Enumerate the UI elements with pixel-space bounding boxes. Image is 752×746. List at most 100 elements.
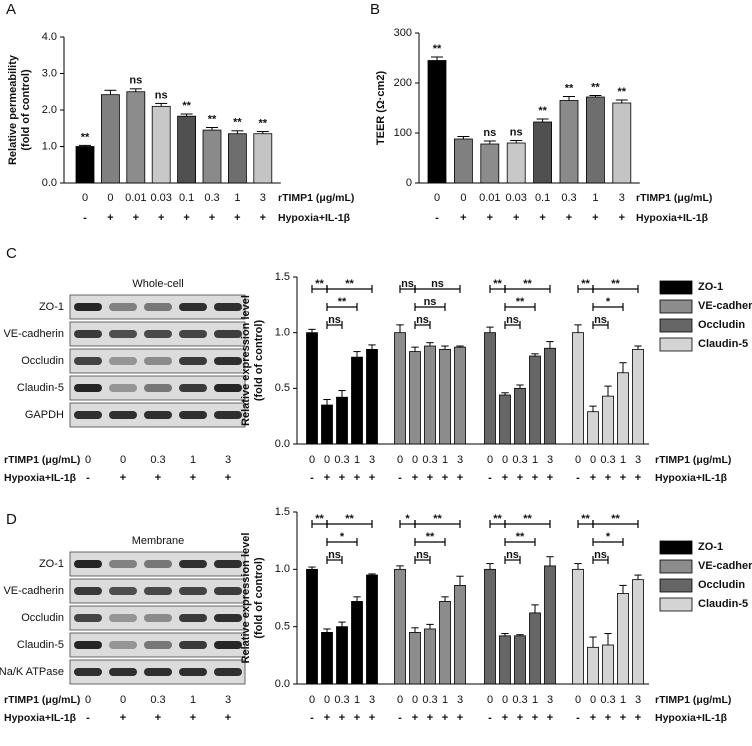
blot-band <box>74 330 102 338</box>
legend-swatch <box>659 540 693 555</box>
blot-band <box>179 614 207 622</box>
condition-mark: + <box>460 212 466 224</box>
condition-mark: - <box>488 472 492 484</box>
lane-condition: + <box>120 712 126 724</box>
bar <box>632 348 644 445</box>
bar <box>321 632 333 685</box>
significance: ** <box>182 100 191 112</box>
x-tick-label: 1 <box>532 694 538 706</box>
lane-dose: 0 <box>85 454 91 466</box>
significance: ** <box>538 105 547 117</box>
x-tick-label: 1 <box>620 694 626 706</box>
condition-label: Hypoxia+IL-1β <box>4 472 77 484</box>
y-tick-label: 0.0 <box>275 678 290 690</box>
blot-band <box>179 411 207 419</box>
condition-mark: + <box>324 712 330 724</box>
significance: ** <box>516 296 525 308</box>
y-axis-label: (fold of control) <box>20 69 32 151</box>
y-axis-label: Relative expression level <box>240 295 252 426</box>
significance: ** <box>591 81 600 93</box>
condition-mark: + <box>209 212 215 224</box>
blot-band <box>109 357 137 365</box>
significance: * <box>606 531 611 543</box>
condition-mark: + <box>412 472 418 484</box>
x-tick-label: 0.3 <box>422 454 437 466</box>
blot-band <box>214 303 242 311</box>
condition-mark: + <box>487 212 493 224</box>
y-axis-label: (fold of control) <box>253 320 265 402</box>
bar <box>544 347 556 445</box>
legend-swatch <box>659 299 693 314</box>
blot-title: Whole-cell <box>132 278 183 290</box>
x-tick-label: 3 <box>369 694 375 706</box>
significance: ** <box>493 278 502 290</box>
bar <box>366 574 378 685</box>
condition-mark: + <box>183 212 189 224</box>
significance: * <box>405 513 410 525</box>
y-tick-label: 100 <box>394 127 412 139</box>
significance: ** <box>345 278 354 290</box>
condition-mark: + <box>158 212 164 224</box>
x-tick-label: 3 <box>619 192 625 204</box>
y-tick-label: 1.0 <box>275 563 290 575</box>
panel-label: D <box>6 511 17 528</box>
treatment-label: rTIMP1 (μg/mL) <box>278 192 354 204</box>
blot-band <box>109 614 137 622</box>
blot-band <box>74 641 102 649</box>
x-tick-label: 0 <box>590 454 596 466</box>
protein-label: VE-cadherin <box>3 328 64 340</box>
x-tick-label: 0 <box>397 694 403 706</box>
significance: ** <box>565 82 574 94</box>
significance: ** <box>581 513 590 525</box>
significance: ** <box>618 86 627 98</box>
blot-band <box>109 560 137 568</box>
legend-label: Claudin-5 <box>698 598 748 610</box>
lane-condition: + <box>155 712 161 724</box>
y-tick-label: 4.0 <box>42 31 57 43</box>
significance: ** <box>611 513 620 525</box>
condition-mark: + <box>502 712 508 724</box>
lane-dose: 0 <box>120 694 126 706</box>
x-tick-label: 0.01 <box>479 192 500 204</box>
bar <box>253 133 273 184</box>
x-tick-label: 0 <box>397 454 403 466</box>
significance: ** <box>433 513 442 525</box>
blot-band <box>74 411 102 419</box>
bar <box>617 372 629 445</box>
bar <box>602 644 614 685</box>
significance: ** <box>493 513 502 525</box>
legend-label: ZO-1 <box>698 281 723 293</box>
protein-label: ZO-1 <box>39 301 64 313</box>
treatment-label: rTIMP1 (μg/mL) <box>4 694 80 706</box>
x-tick-label: 0.3 <box>422 694 437 706</box>
lane-condition: + <box>190 712 196 724</box>
y-axis-label: Relative permeability <box>7 54 19 165</box>
bar <box>336 626 348 685</box>
blot-band <box>144 357 172 365</box>
lane-dose: 3 <box>225 454 231 466</box>
condition-mark: + <box>532 472 538 484</box>
y-tick-label: 0.0 <box>42 177 57 189</box>
significance: ** <box>426 531 435 543</box>
protein-label: Claudin-5 <box>17 382 64 394</box>
bar <box>499 635 511 685</box>
bar <box>514 387 526 445</box>
condition-label: Hypoxia+IL-1β <box>278 212 351 224</box>
significance: * <box>606 296 611 308</box>
legend-swatch <box>659 337 693 352</box>
significance: ns <box>594 314 607 326</box>
x-tick-label: 0 <box>309 454 315 466</box>
significance: ** <box>516 531 525 543</box>
bar <box>177 115 197 184</box>
protein-label: Na/K ATPase <box>0 666 64 678</box>
lane-condition: - <box>86 712 90 724</box>
x-tick-label: 0 <box>502 694 508 706</box>
bar <box>544 565 556 685</box>
condition-mark: + <box>620 472 626 484</box>
y-axis-label: (fold of control) <box>253 557 265 639</box>
blot-band <box>179 330 207 338</box>
treatment-label: rTIMP1 (μg/mL) <box>4 454 80 466</box>
x-tick-label: 0 <box>487 694 493 706</box>
significance: ns <box>155 89 168 101</box>
lane-condition: + <box>225 712 231 724</box>
